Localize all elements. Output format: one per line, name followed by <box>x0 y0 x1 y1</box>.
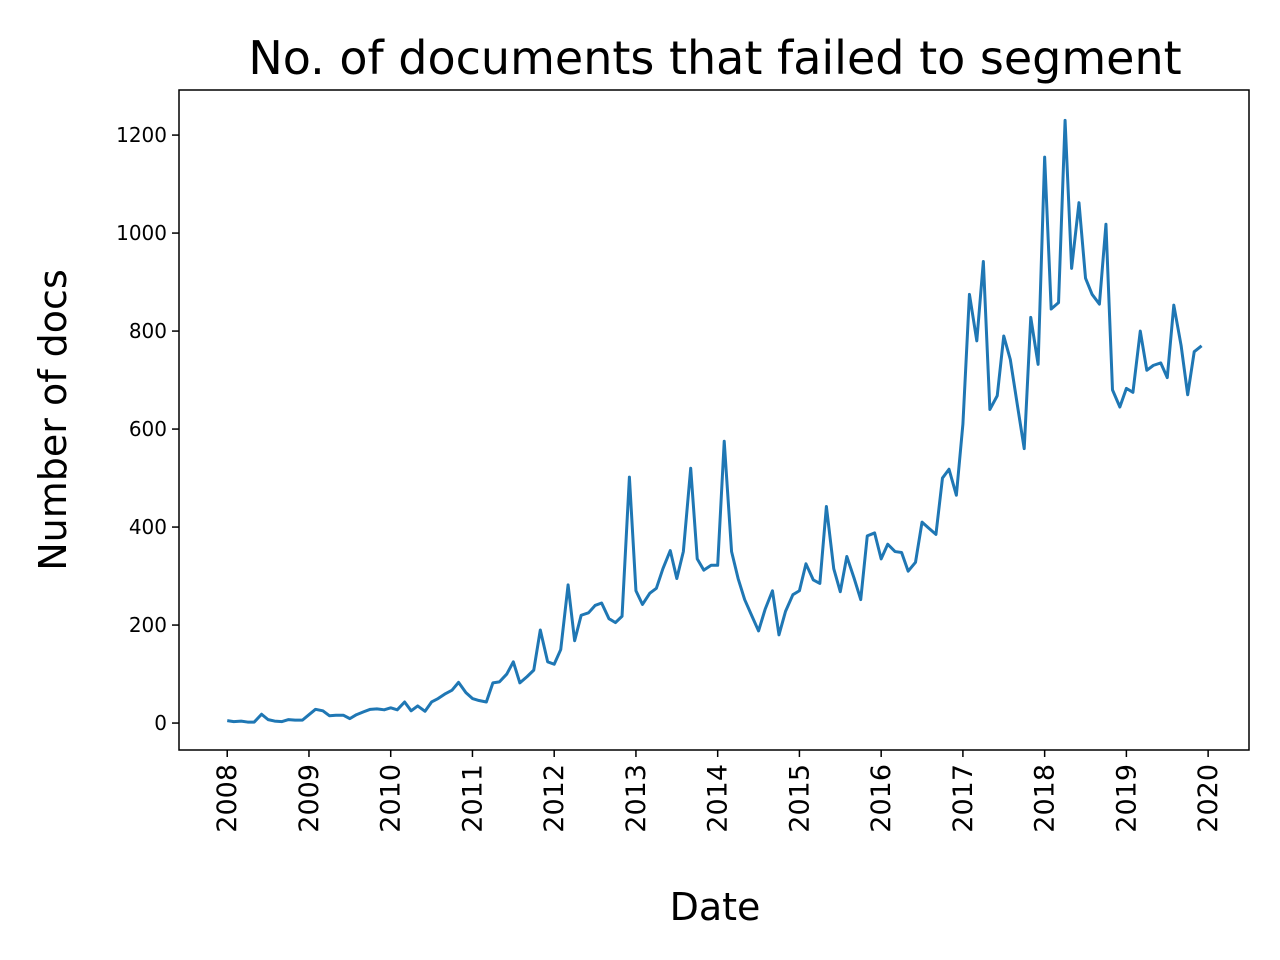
x-axis-label: Date <box>670 885 761 929</box>
x-tick-label: 2019 <box>1111 764 1142 833</box>
x-tick-label: 2010 <box>376 764 407 833</box>
y-tick-label: 600 <box>129 417 167 441</box>
x-tick-label: 2015 <box>784 764 815 833</box>
x-tick-label: 2011 <box>457 764 488 833</box>
x-tick-label: 2009 <box>294 764 325 833</box>
line-series <box>227 118 1203 724</box>
y-axis-label: Number of docs <box>31 269 75 571</box>
y-tick-label: 400 <box>129 515 167 539</box>
y-tick-label: 800 <box>129 319 167 343</box>
y-tick-label: 1000 <box>116 221 167 245</box>
x-tick-label: 2012 <box>539 764 570 833</box>
x-tick-label: 2020 <box>1193 764 1224 833</box>
x-tick-label: 2014 <box>703 764 734 833</box>
chart-title: No. of documents that failed to segment <box>248 31 1181 85</box>
y-tick-label: 200 <box>129 613 167 637</box>
x-tick-label: 2013 <box>621 764 652 833</box>
axes-frame <box>178 89 1250 751</box>
x-tick-label: 2008 <box>212 764 243 833</box>
x-tick-label: 2018 <box>1030 764 1061 833</box>
x-tick-label: 2016 <box>866 764 897 833</box>
y-tick-label: 1200 <box>116 123 167 147</box>
x-tick-label: 2017 <box>948 764 979 833</box>
y-tick-label: 0 <box>154 711 167 735</box>
